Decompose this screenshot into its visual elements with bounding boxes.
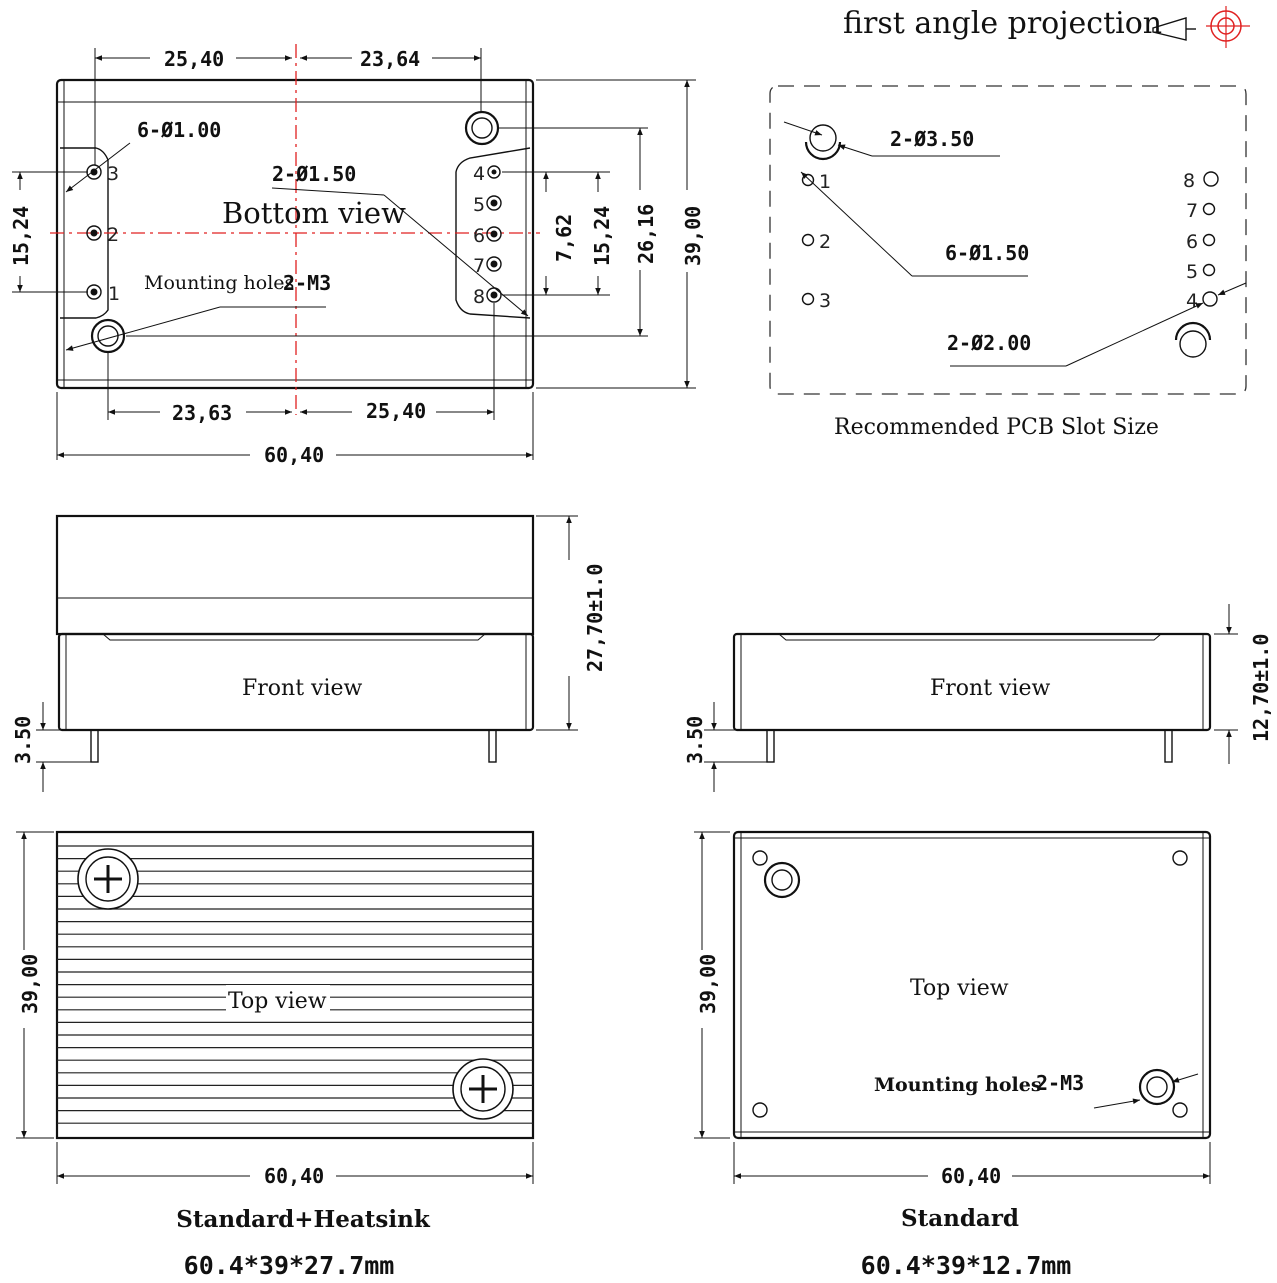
bottom-pin-label: 3 <box>107 163 119 185</box>
dim-mount-span: 26,16 <box>634 204 658 264</box>
standard-mounting-spec: 2-M3 <box>1036 1071 1084 1095</box>
standard-model-name: Standard <box>901 1205 1019 1232</box>
front-view-standard: Front view 12,70±1.0 3.50 <box>683 604 1273 792</box>
bottom-pin-label: 1 <box>108 283 120 305</box>
corner-hole <box>1172 1102 1188 1118</box>
standard-mounting-hole <box>1138 1068 1176 1106</box>
bottom-pin-label: 6 <box>473 225 485 247</box>
dim-top-heatsink-width: 60,40 <box>264 1164 324 1188</box>
pcb-callout-pins: 6-Ø1.50 <box>945 241 1029 265</box>
bottom-pin-label: 8 <box>473 286 485 308</box>
first-angle-projection-icon <box>1152 6 1250 48</box>
standard-model-size: 60.4*39*12.7mm <box>861 1251 1072 1280</box>
pcb-pin-label: 2 <box>819 231 831 253</box>
standard-mounting-label: Mounting holes <box>874 1074 1042 1096</box>
heatsink-model-size: 60.4*39*27.7mm <box>184 1251 395 1280</box>
dim-top-heatsink-height: 39,00 <box>18 954 42 1014</box>
dim-standard-height: 12,70±1.0 <box>1249 634 1273 742</box>
pcb-pin-label: 1 <box>819 171 831 193</box>
dim-top-standard-height: 39,00 <box>696 954 720 1014</box>
pcb-callout-large: 2-Ø3.50 <box>890 127 974 151</box>
heatsink-screw <box>452 1058 514 1120</box>
dim-left-pin-span: 15,24 <box>9 206 33 266</box>
dim-standard-pin: 3.50 <box>683 716 707 764</box>
heatsink-model-name: Standard+Heatsink <box>176 1206 431 1233</box>
dim-right-pin-outer: 15,24 <box>590 206 614 266</box>
pcb-pin-label: 3 <box>819 290 831 312</box>
pcb-slot-view: 1 2 3 8 7 6 5 4 2-Ø3.50 6-Ø1.50 2-Ø2.00 … <box>769 85 1247 440</box>
pcb-pins: 1 2 3 8 7 6 5 4 <box>801 170 1219 312</box>
dim-right-pin-inner: 7,62 <box>552 214 576 262</box>
dim-top-right: 23,64 <box>360 47 420 71</box>
dim-heatsink-pin: 3.50 <box>11 716 35 764</box>
pcb-pin-label: 5 <box>1186 261 1198 283</box>
bottom-pins-left: 3 2 1 <box>86 163 120 305</box>
bottom-pin-label: 4 <box>473 163 485 185</box>
mounting-holes-spec: 2-M3 <box>283 271 331 295</box>
bottom-pin-label: 5 <box>473 194 485 216</box>
pcb-pin-label: 8 <box>1183 170 1195 192</box>
callout-pin-holes: 6-Ø1.00 <box>137 118 221 142</box>
pcb-pin-label: 7 <box>1186 200 1198 222</box>
projection-header: first angle projection <box>843 6 1250 48</box>
pcb-callout-medium: 2-Ø2.00 <box>947 331 1031 355</box>
dim-top-left: 25,40 <box>164 47 224 71</box>
pcb-pin-label: 6 <box>1186 231 1198 253</box>
top-view-standard-label: Top view <box>910 976 1009 1001</box>
dim-heatsink-height: 27,70±1.0 <box>583 564 607 672</box>
pcb-hole-large <box>1174 321 1212 358</box>
dim-bottom-right: 25,40 <box>366 399 426 423</box>
bottom-view-title: Bottom view <box>222 196 406 230</box>
bottom-pin-label: 7 <box>473 255 485 277</box>
dim-bottom-left: 23,63 <box>172 401 232 425</box>
bottom-mounting-hole <box>90 318 126 354</box>
top-view-heatsink: Top view 39,00 60,40 Standard+Heatsink 6… <box>16 830 535 1280</box>
bottom-pin-label: 2 <box>107 224 119 246</box>
bottom-pins-right: 4 5 6 7 8 <box>473 163 502 308</box>
dim-overall-width: 60,40 <box>264 443 324 467</box>
callout-small-holes: 2-Ø1.50 <box>272 162 356 186</box>
corner-hole <box>752 1102 768 1118</box>
bottom-mounting-hole <box>464 110 500 146</box>
front-view-label: Front view <box>242 676 363 701</box>
pcb-caption: Recommended PCB Slot Size <box>834 415 1159 440</box>
top-view-heatsink-label: Top view <box>228 989 327 1014</box>
standard-mounting-hole <box>763 861 801 899</box>
pcb-pin-label: 4 <box>1186 290 1198 312</box>
front-view-heatsink: Front view 27,70±1.0 3.50 <box>11 514 607 792</box>
dim-overall-height: 39,00 <box>681 206 705 266</box>
corner-hole <box>1172 850 1188 866</box>
front-view-standard-label: Front view <box>930 676 1051 701</box>
corner-hole <box>752 850 768 866</box>
pcb-hole-large <box>804 124 842 161</box>
dim-top-standard-width: 60,40 <box>941 1164 1001 1188</box>
mounting-holes-label: Mounting holes <box>144 272 294 294</box>
projection-label: first angle projection <box>843 6 1162 41</box>
heatsink-screw <box>77 848 139 910</box>
top-view-standard: Top view Mounting holes 2-M3 39,00 60,40… <box>694 830 1212 1280</box>
bottom-view: Bottom view 3 2 1 4 5 6 7 8 <box>9 44 705 467</box>
